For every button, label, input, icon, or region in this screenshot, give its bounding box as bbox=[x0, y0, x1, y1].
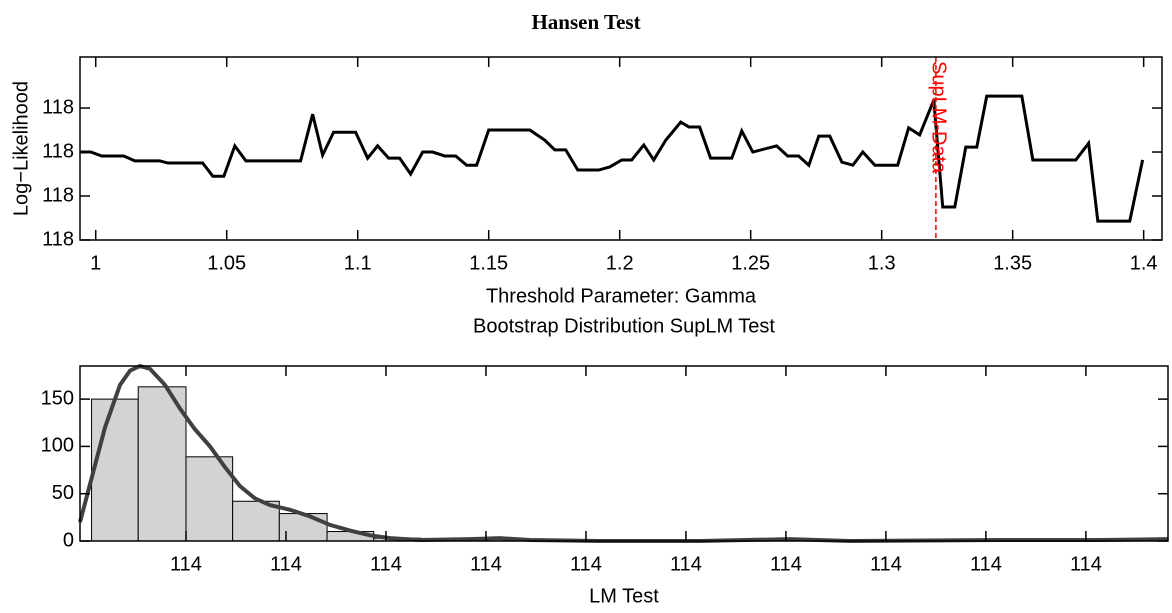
y-tick-label: 118 bbox=[42, 184, 74, 206]
x-tick-label: 1.35 bbox=[993, 252, 1032, 274]
y-tick-label: 118 bbox=[42, 228, 74, 250]
x-tick-label: 1 bbox=[90, 252, 101, 274]
x-tick-label: 114 bbox=[670, 553, 702, 575]
x-tick-label: 114 bbox=[870, 553, 902, 575]
x-tick-label: 1.05 bbox=[207, 252, 246, 274]
x-tick-label: 114 bbox=[570, 553, 602, 575]
line bbox=[79, 94, 1145, 223]
x-tick-label: 1.3 bbox=[868, 252, 896, 274]
y-tick-label: 118 bbox=[42, 140, 74, 162]
page-title: Hansen Test bbox=[531, 10, 640, 34]
bar bbox=[91, 398, 139, 542]
y-tick-label: 100 bbox=[41, 435, 74, 457]
y-tick-label: 118 bbox=[42, 96, 74, 118]
bar bbox=[137, 386, 187, 542]
x-tick-label: 114 bbox=[170, 553, 202, 575]
annotation: SupLM-Data bbox=[928, 61, 950, 174]
chart-title: Bootstrap Distribution SupLM Test bbox=[473, 315, 775, 337]
x-tick-label: 114 bbox=[270, 553, 302, 575]
bar bbox=[185, 456, 234, 542]
x-tick-label: 1.2 bbox=[606, 252, 634, 274]
x-tick-label: 114 bbox=[970, 553, 1002, 575]
x-tick-label: 1.15 bbox=[469, 252, 508, 274]
x-axis-label: Threshold Parameter: Gamma bbox=[486, 285, 757, 307]
x-tick-label: 114 bbox=[1070, 553, 1102, 575]
y-tick-label: 0 bbox=[63, 529, 74, 551]
x-tick-label: 114 bbox=[770, 553, 802, 575]
x-axis-label: LM Test bbox=[589, 585, 659, 607]
y-tick-label: 50 bbox=[52, 482, 74, 504]
x-tick-label: 1.1 bbox=[344, 252, 372, 274]
y-tick-label: 150 bbox=[41, 387, 74, 409]
x-tick-label: 114 bbox=[470, 553, 502, 575]
x-tick-label: 114 bbox=[370, 553, 402, 575]
plot-frame bbox=[79, 56, 1163, 241]
plot-frame bbox=[79, 365, 1169, 542]
y-axis-label: Log−Likelihood bbox=[10, 81, 32, 216]
x-tick-label: 1.4 bbox=[1130, 252, 1158, 274]
x-tick-label: 1.25 bbox=[731, 252, 770, 274]
